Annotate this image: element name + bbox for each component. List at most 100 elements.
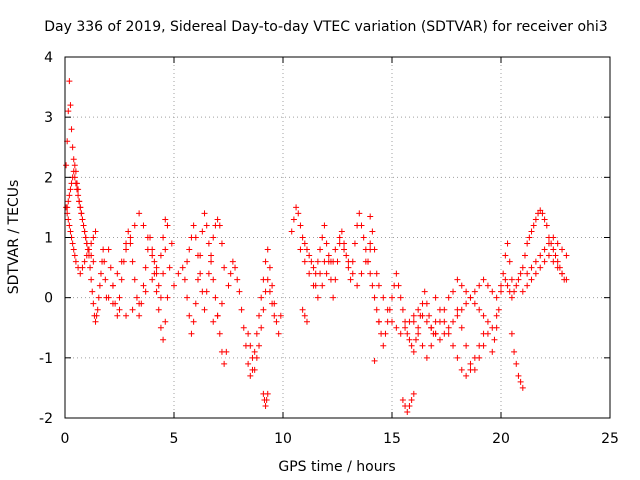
data-point [332, 246, 339, 253]
x-axis-label: GPS time / hours [278, 459, 395, 475]
data-point [419, 342, 426, 349]
data-point [330, 294, 337, 301]
data-point [256, 342, 263, 349]
data-point [201, 210, 208, 217]
data-point [541, 216, 548, 223]
data-point [118, 276, 125, 283]
data-point [129, 258, 136, 265]
data-point [471, 354, 478, 361]
data-point [186, 246, 193, 253]
data-point [81, 228, 88, 235]
data-point [480, 276, 487, 283]
data-point [157, 294, 164, 301]
data-point [245, 330, 252, 337]
data-point [67, 102, 74, 109]
data-point [136, 312, 143, 319]
data-point [190, 222, 197, 229]
data-point [367, 270, 374, 277]
data-point [552, 252, 559, 259]
data-point [131, 276, 138, 283]
data-point [498, 288, 504, 295]
data-point [210, 234, 217, 241]
data-point [301, 240, 308, 247]
data-point [317, 246, 324, 253]
data-point [301, 258, 308, 265]
data-point [297, 222, 304, 229]
data-point [421, 288, 428, 295]
data-point [68, 126, 75, 133]
data-point [234, 276, 241, 283]
data-point [149, 246, 156, 253]
data-point [266, 288, 273, 295]
data-point [264, 390, 271, 397]
data-point [79, 264, 86, 271]
data-point [545, 240, 552, 247]
data-point [288, 228, 295, 235]
data-point [502, 252, 509, 259]
data-point [105, 294, 112, 301]
data-point [517, 270, 524, 277]
data-point [373, 306, 380, 313]
data-point [245, 360, 252, 367]
data-point [129, 306, 136, 313]
data-point [513, 282, 520, 289]
data-point [471, 300, 478, 307]
data-point [406, 402, 413, 409]
data-point [491, 336, 498, 343]
data-point [371, 294, 378, 301]
data-point [160, 234, 167, 241]
data-point [225, 282, 232, 289]
data-point [559, 246, 566, 253]
data-point [537, 252, 544, 259]
data-point [90, 258, 97, 265]
data-point [393, 324, 400, 331]
data-point [251, 348, 258, 355]
data-point [306, 252, 313, 259]
data-point [79, 216, 86, 223]
data-point [210, 318, 217, 325]
data-point [332, 276, 339, 283]
data-point [341, 246, 348, 253]
data-point [397, 294, 404, 301]
data-point [517, 378, 524, 385]
data-point [445, 324, 452, 331]
data-point [194, 276, 201, 283]
data-point [149, 276, 156, 283]
x-tick-label: 10 [274, 431, 292, 447]
data-point [408, 396, 415, 403]
data-point [450, 318, 457, 325]
data-point [484, 318, 491, 325]
data-point [454, 354, 461, 361]
data-point [524, 270, 531, 277]
data-point [93, 312, 100, 319]
data-point [528, 228, 535, 235]
data-point [351, 240, 358, 247]
data-point [260, 306, 267, 313]
data-point [519, 288, 526, 295]
data-point [319, 234, 326, 241]
data-point [341, 240, 348, 247]
data-point [253, 354, 260, 361]
data-point [190, 318, 197, 325]
data-point [423, 318, 430, 325]
data-point [67, 186, 74, 193]
data-point [75, 192, 82, 199]
data-point [77, 270, 84, 277]
data-point [323, 270, 330, 277]
data-point [454, 312, 461, 319]
data-point [306, 270, 313, 277]
data-point [321, 222, 328, 229]
data-point [345, 264, 352, 271]
data-point [389, 294, 395, 301]
data-point [524, 240, 531, 247]
data-point [412, 336, 419, 343]
data-point [463, 300, 470, 307]
data-point [367, 240, 374, 247]
data-point [168, 240, 175, 247]
data-point [81, 258, 88, 265]
data-point [90, 300, 97, 307]
data-point [157, 324, 164, 331]
data-point [539, 210, 546, 217]
y-axis-label: SDTVAR / TECUs [6, 180, 22, 295]
data-point [258, 324, 265, 331]
